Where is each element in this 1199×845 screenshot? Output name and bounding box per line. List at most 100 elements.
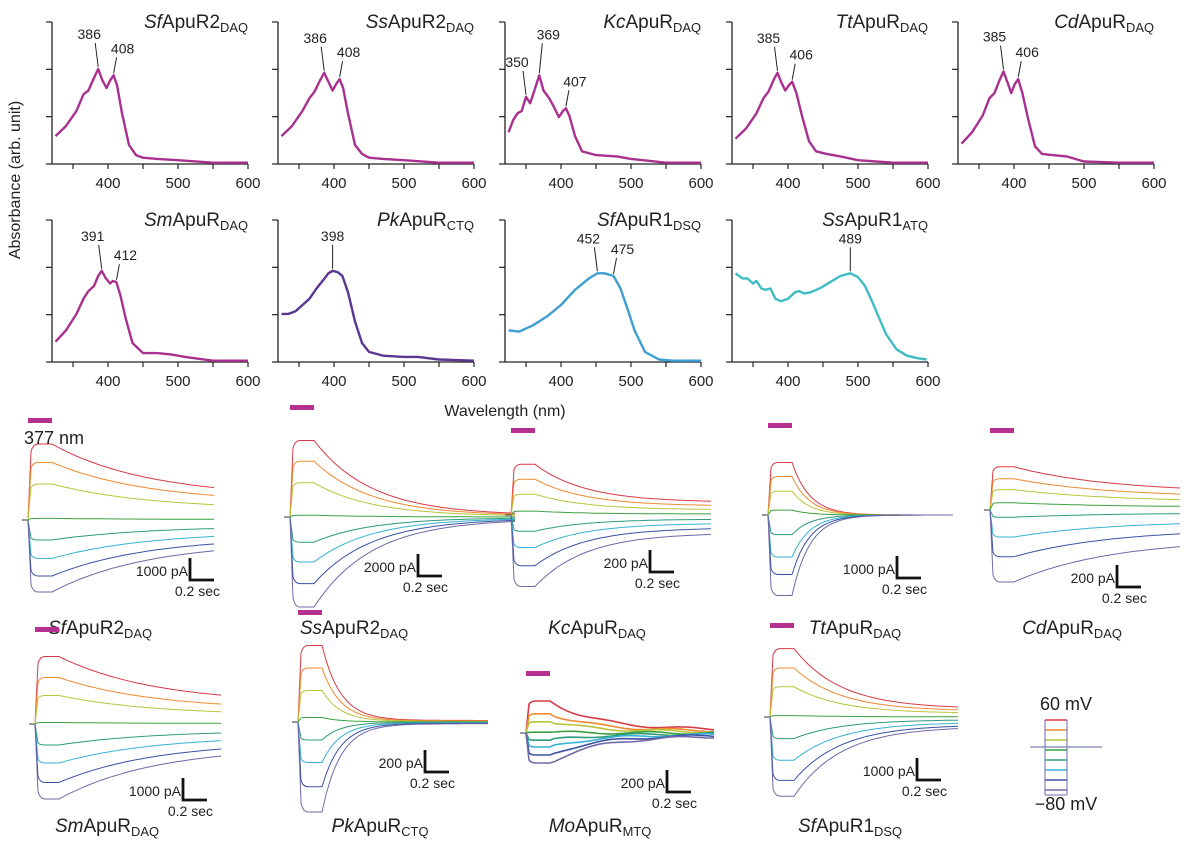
peak-leader xyxy=(613,257,617,274)
light-stimulus-bar xyxy=(526,671,550,676)
current-trace xyxy=(525,713,714,734)
current-trace xyxy=(525,700,715,734)
current-trace xyxy=(297,690,488,723)
current-trace xyxy=(27,519,215,541)
label-subscript: DAQ xyxy=(446,20,474,35)
trace-panel: 1000 pA 0.2 sec SfApuR1DSQ xyxy=(764,623,959,839)
current-trace xyxy=(34,695,222,725)
label-subscript: DAQ xyxy=(900,20,928,35)
x-tick-label: 400 xyxy=(95,175,120,192)
spectrum-title: SfApuR1DSQ xyxy=(597,210,701,233)
label-italic: Kc xyxy=(548,618,571,639)
photocurrent-traces-group: 1000 pA0.2 secSfApuR2DAQ2000 pA0.2 secSs… xyxy=(22,405,1181,839)
x-axis-label: Wavelength (nm) xyxy=(444,403,565,420)
label-base: ApuR2 xyxy=(322,618,380,639)
scale-bar xyxy=(423,750,449,774)
peak-label: 406 xyxy=(790,47,814,63)
current-trace xyxy=(525,732,714,764)
spectrum-title: SsApuR2DAQ xyxy=(366,12,474,35)
spectrum-title: KcApuRDAQ xyxy=(603,12,701,35)
x-tick-label: 500 xyxy=(165,373,190,390)
label-base: ApuR xyxy=(354,816,402,837)
label-base: ApuR xyxy=(173,210,221,231)
current-trace xyxy=(989,502,1180,511)
label-base: ApuR xyxy=(853,12,901,33)
scale-bar xyxy=(895,556,921,580)
label-italic: Sf xyxy=(144,12,164,33)
current-trace xyxy=(27,519,215,559)
light-stimulus-bar xyxy=(770,623,794,628)
peak-label: 398 xyxy=(321,228,345,244)
current-trace xyxy=(989,478,1181,511)
current-trace xyxy=(510,514,712,587)
current-trace xyxy=(510,463,712,516)
current-trace xyxy=(289,516,516,608)
peak-leader xyxy=(115,264,120,281)
label-italic: Sm xyxy=(55,816,84,837)
peak-label: 489 xyxy=(839,230,863,246)
x-tick-label: 600 xyxy=(461,175,486,192)
scale-bar xyxy=(181,778,207,802)
x-tick-label: 600 xyxy=(688,175,713,192)
peak-label: 385 xyxy=(757,30,781,46)
spectrum-panel: 400 500 600 391 412 SmApuRDAQ xyxy=(46,210,261,390)
x-tick-label: 500 xyxy=(391,373,416,390)
current-trace xyxy=(27,517,214,521)
current-trace xyxy=(297,667,488,723)
current-trace xyxy=(510,514,712,567)
current-trace xyxy=(34,723,222,746)
scale-time-label: 0.2 sec xyxy=(902,783,947,799)
spectrum-panel: 400 500 600 452 475 SfApuR1DSQ xyxy=(499,210,714,390)
label-base: ApuR xyxy=(626,12,674,33)
spectrum-panel: 400 500 600 398 PkApuRCTQ xyxy=(272,210,487,390)
scale-current-label: 2000 pA xyxy=(364,559,417,575)
label-base: ApuR xyxy=(399,210,447,231)
peak-leader xyxy=(113,57,118,74)
light-stimulus-bar xyxy=(35,627,59,632)
current-trace xyxy=(989,509,1181,558)
spectrum-panel: 400 500 600 385 406 TtApuRDAQ xyxy=(726,12,941,192)
trace-panel: 1000 pA 0.2 sec SfApuR2DAQ xyxy=(22,418,220,641)
scale-current-label: 1000 pA xyxy=(136,563,189,579)
y-axis-label: Absorbance (arb. unit) xyxy=(7,101,24,259)
label-subscript: DAQ xyxy=(873,626,901,641)
label-italic: Tt xyxy=(836,12,854,33)
peak-leader xyxy=(339,61,344,78)
peak-label: 412 xyxy=(114,247,138,263)
x-tick-label: 400 xyxy=(95,373,120,390)
current-trace xyxy=(27,519,215,593)
peak-label: 406 xyxy=(1016,44,1040,60)
x-tick-label: 500 xyxy=(845,175,870,192)
peak-label: 452 xyxy=(577,230,601,246)
trace-title: SsApuR2DAQ xyxy=(300,618,408,641)
light-stimulus-bar xyxy=(768,423,792,428)
peak-label: 350 xyxy=(505,54,529,70)
peak-label: 385 xyxy=(983,29,1007,45)
current-trace xyxy=(769,667,959,718)
trace-title: SfApuR2DAQ xyxy=(48,618,152,641)
spectrum-panel: 400 500 600 386 408 SsApuR2DAQ xyxy=(272,12,487,192)
scale-time-label: 0.2 sec xyxy=(168,803,213,819)
label-base: ApuR xyxy=(1046,618,1094,639)
peak-leader xyxy=(98,244,103,269)
current-trace xyxy=(767,514,953,558)
current-trace xyxy=(289,516,516,585)
peak-leader xyxy=(320,46,325,71)
label-subscript: DSQ xyxy=(673,218,701,233)
scale-time-label: 0.2 sec xyxy=(403,579,448,595)
spectrum-line-CdApuR xyxy=(960,70,1154,164)
scale-time-label: 0.2 sec xyxy=(652,795,697,811)
current-trace xyxy=(525,721,715,734)
x-tick-label: 600 xyxy=(1141,175,1166,192)
legend-top-label: 60 mV xyxy=(1040,694,1092,714)
current-trace xyxy=(34,723,222,800)
peak-leader xyxy=(522,70,527,95)
x-tick-label: 600 xyxy=(688,373,713,390)
trace-panel: 200 pA 0.2 sec CdApuRDAQ xyxy=(984,428,1181,641)
current-trace xyxy=(769,648,959,718)
peak-leader xyxy=(774,46,778,71)
x-tick-label: 400 xyxy=(321,175,346,192)
current-trace xyxy=(510,510,711,516)
